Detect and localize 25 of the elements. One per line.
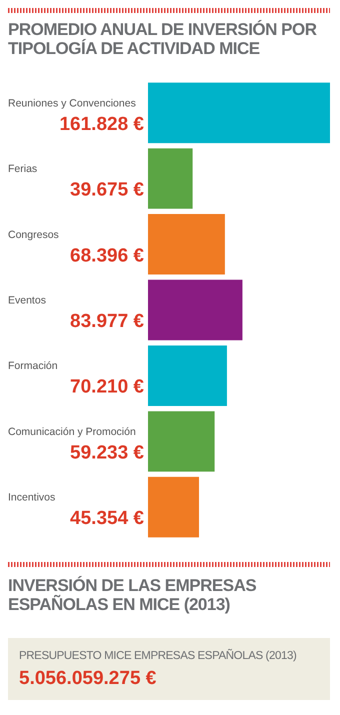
data-label: 59.233 € [70, 442, 144, 464]
bar [148, 280, 242, 340]
data-label: 161.828 € [59, 114, 144, 135]
bar [148, 411, 215, 472]
y-tick-label: Eventos [8, 294, 46, 306]
y-tick-label: Congresos [8, 228, 59, 241]
text: PRESUPUESTO MICE EMPRESAS ESPAÑOLAS (2013) [19, 650, 296, 662]
text: 5.056.059.275 € [19, 668, 156, 690]
y-tick-label: Incentivos [8, 492, 56, 504]
bar [148, 82, 330, 144]
data-label: 45.354 € [70, 508, 144, 530]
bar [148, 345, 227, 406]
data-label: 39.675 € [70, 180, 144, 201]
y-tick-label: Formación [8, 360, 58, 372]
data-label: 83.977 € [70, 311, 144, 332]
chart-title: PROMEDIO ANUAL DE INVERSIÓN POR TIPOLOGÍA DE ACTIVIDAD MICE [8, 20, 318, 58]
bar [148, 476, 200, 538]
data-label: 68.396 € [70, 245, 144, 266]
y-tick-label: Reuniones y Convenciones [8, 97, 136, 110]
bar [148, 214, 225, 275]
y-tick-label: Ferias [8, 163, 38, 176]
y-tick-label: Comunicación y Promoción [8, 426, 136, 438]
bar [148, 148, 193, 209]
data-label: 70.210 € [70, 376, 144, 398]
text: INVERSIÓN DE LAS EMPRESAS ESPAÑOLAS EN MICE (2013) [8, 576, 258, 614]
